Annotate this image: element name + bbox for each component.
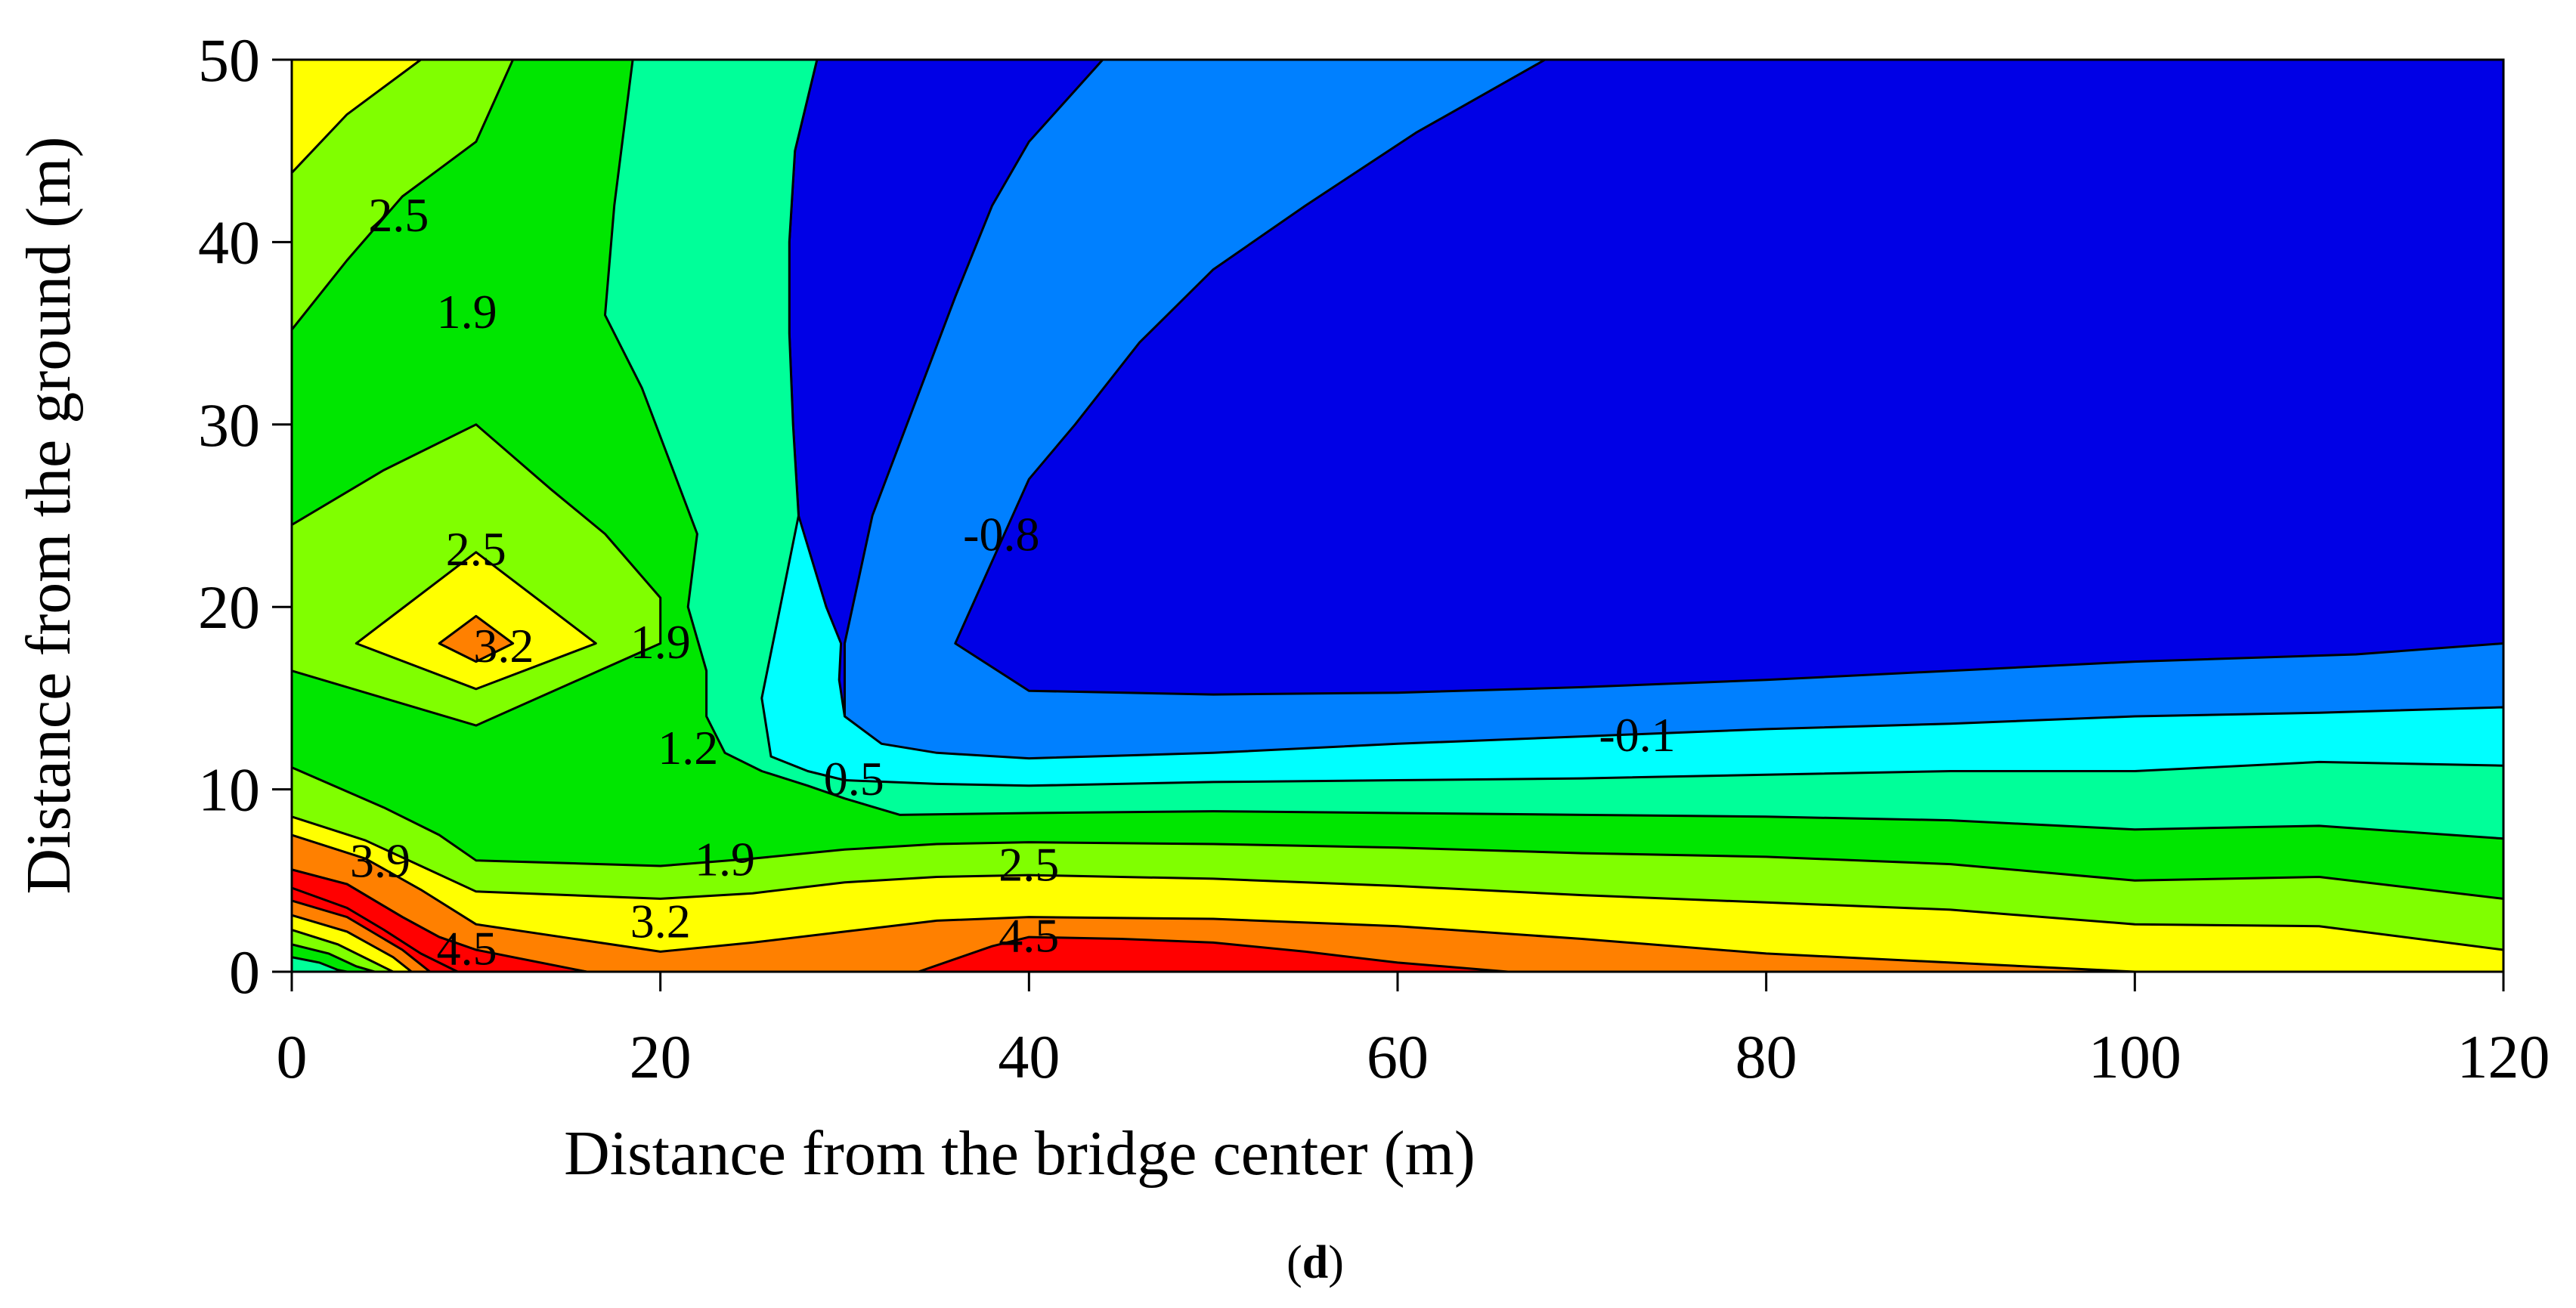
x-tick-label: 60 bbox=[1367, 1022, 1429, 1091]
plot-area bbox=[292, 60, 2503, 972]
contour-label: 3.2 bbox=[630, 894, 691, 948]
y-tick-label: 40 bbox=[198, 208, 260, 277]
y-tick-label: 20 bbox=[198, 573, 260, 642]
contour-label: 1.9 bbox=[437, 285, 497, 339]
x-tick-label: 20 bbox=[630, 1022, 692, 1091]
x-axis-title: Distance from the bridge center (m) bbox=[564, 1118, 1475, 1189]
x-tick-label: 80 bbox=[1735, 1022, 1797, 1091]
x-tick-label: 120 bbox=[2457, 1022, 2550, 1091]
contour-label: 4.5 bbox=[999, 909, 1059, 963]
contour-label: 0.5 bbox=[824, 752, 884, 806]
contour-label: 3.9 bbox=[350, 834, 410, 888]
contour-label: 1.9 bbox=[695, 832, 755, 886]
contour-label: -0.8 bbox=[963, 508, 1039, 561]
x-tick-label: 0 bbox=[277, 1022, 308, 1091]
y-axis-title: Distance from the ground (m) bbox=[14, 136, 84, 894]
contour-label: 4.5 bbox=[437, 922, 497, 976]
contour-bands bbox=[292, 60, 2503, 972]
contour-band-7b bbox=[438, 614, 515, 663]
y-axis: 0 10 20 30 40 50 bbox=[198, 26, 292, 1007]
x-tick-label: 40 bbox=[998, 1022, 1060, 1091]
contour-band-1 bbox=[954, 60, 2503, 696]
contour-band-8b bbox=[292, 868, 588, 972]
x-axis: 0 20 40 60 80 100 120 bbox=[277, 972, 2550, 1091]
contour-label: 3.2 bbox=[473, 619, 534, 673]
y-tick-label: 30 bbox=[198, 391, 260, 459]
contour-labels: 2.51.92.53.2 1.91.20.5-0.8-0.13.9 1.9 2.53.… bbox=[350, 188, 1676, 975]
contour-band-7 bbox=[292, 833, 2503, 972]
x-tick-label: 100 bbox=[2088, 1022, 2181, 1091]
contour-band-6b bbox=[292, 60, 423, 175]
y-tick-label: 10 bbox=[198, 756, 260, 824]
contour-label: 2.5 bbox=[368, 188, 429, 242]
contour-label: 1.2 bbox=[658, 721, 718, 775]
panel-label: (d) bbox=[1286, 1237, 1344, 1288]
contour-label: 2.5 bbox=[446, 522, 506, 576]
contour-label: 1.9 bbox=[630, 615, 691, 669]
y-tick-label: 0 bbox=[229, 938, 260, 1007]
y-tick-label: 50 bbox=[198, 26, 260, 94]
contour-label: -0.1 bbox=[1599, 708, 1675, 762]
contour-label: 2.5 bbox=[999, 838, 1059, 892]
